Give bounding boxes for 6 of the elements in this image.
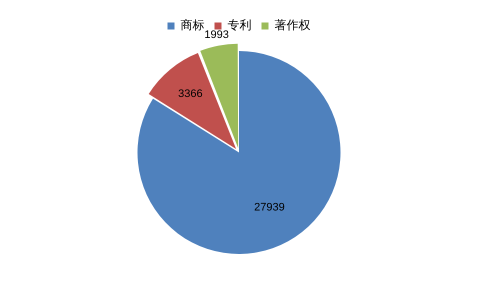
data-label: 1993 <box>204 28 229 41</box>
data-label: 27939 <box>254 202 285 214</box>
legend-label: 专利 <box>228 18 252 32</box>
legend-label: 著作权 <box>274 18 310 32</box>
data-label: 3366 <box>178 88 203 100</box>
legend-label: 商标 <box>180 18 204 32</box>
